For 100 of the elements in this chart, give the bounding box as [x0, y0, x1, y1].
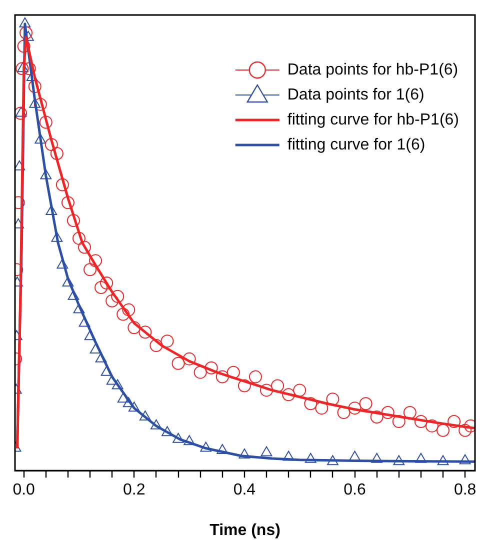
point: [128, 321, 141, 334]
point: [282, 388, 296, 402]
point: [184, 435, 195, 446]
point: [238, 379, 251, 392]
point: [172, 356, 185, 370]
x-tick-label: 0.0: [12, 482, 36, 499]
point: [17, 40, 30, 53]
legend-label: Data points for hb-P1(6): [287, 61, 458, 78]
point: [16, 62, 29, 76]
point: [128, 402, 140, 412]
point: [89, 254, 102, 268]
point: [100, 276, 114, 290]
point: [216, 370, 229, 384]
point: [200, 442, 212, 452]
point: [50, 146, 64, 160]
point: [403, 406, 416, 420]
point: [448, 414, 461, 428]
point: [304, 397, 318, 410]
point: [393, 455, 405, 466]
point: [226, 366, 240, 379]
point: [359, 397, 372, 410]
point: [138, 326, 152, 339]
point: [216, 444, 228, 454]
point: [326, 392, 340, 406]
point: [349, 450, 360, 461]
x-tick-label: 0.8: [454, 482, 476, 499]
point: [371, 452, 383, 463]
point: [61, 196, 74, 210]
point: [44, 138, 58, 152]
point: [40, 169, 52, 180]
point: [34, 134, 46, 144]
legend-label: fitting curve for hb-P1(6): [287, 111, 459, 128]
point: [248, 370, 262, 384]
point: [381, 406, 394, 420]
point: [34, 98, 47, 111]
point: [437, 455, 449, 466]
point: [271, 379, 284, 392]
point: [150, 419, 162, 430]
point: [238, 448, 250, 458]
point: [15, 106, 27, 117]
point: [66, 214, 80, 227]
point: [73, 303, 85, 314]
point: [95, 352, 107, 362]
x-tick-label: 0.6: [344, 482, 366, 499]
point: [348, 402, 362, 415]
point: [315, 402, 328, 415]
point: [19, 17, 31, 28]
point: [436, 424, 450, 437]
point: [111, 290, 124, 303]
x-tick-label: 0.2: [123, 482, 146, 499]
point: [22, 30, 34, 41]
point: [459, 454, 471, 464]
point: [139, 410, 151, 420]
point: [370, 410, 384, 424]
legend-label: Data points for 1(6): [287, 86, 424, 104]
point: [94, 280, 108, 294]
point: [20, 26, 33, 40]
point: [194, 366, 207, 379]
point: [304, 452, 316, 463]
point: [293, 384, 306, 397]
point: [51, 232, 63, 242]
point: [116, 308, 130, 321]
point: [78, 240, 91, 254]
point: [17, 62, 28, 72]
point: [84, 263, 97, 276]
point: [78, 316, 90, 327]
point: [414, 414, 428, 428]
point: [392, 414, 406, 428]
point: [117, 392, 129, 403]
point: [260, 446, 272, 456]
point: [172, 432, 184, 443]
point: [72, 232, 86, 245]
legend-label: fitting curve for 1(6): [287, 136, 426, 154]
point: [62, 276, 74, 286]
point: [122, 397, 134, 408]
point: [160, 334, 174, 348]
point: [39, 116, 52, 129]
point: [337, 406, 350, 420]
point: [28, 80, 42, 93]
point: [425, 419, 438, 432]
point: [150, 339, 163, 352]
x-axis-title: Time (ns): [210, 522, 280, 539]
point: [204, 361, 218, 374]
point: [122, 303, 136, 316]
point: [458, 424, 472, 437]
point: [282, 450, 294, 461]
point: [106, 374, 118, 385]
point: [327, 455, 338, 466]
point: [162, 426, 173, 436]
point: [112, 379, 124, 390]
point: [84, 330, 96, 340]
point: [106, 294, 119, 308]
point: [415, 452, 427, 463]
point: [56, 178, 69, 192]
point: [46, 205, 58, 216]
point: [56, 258, 68, 269]
point: [15, 160, 26, 170]
point: [15, 106, 28, 120]
x-tick-label: 0.4: [233, 482, 256, 499]
point: [68, 290, 80, 300]
